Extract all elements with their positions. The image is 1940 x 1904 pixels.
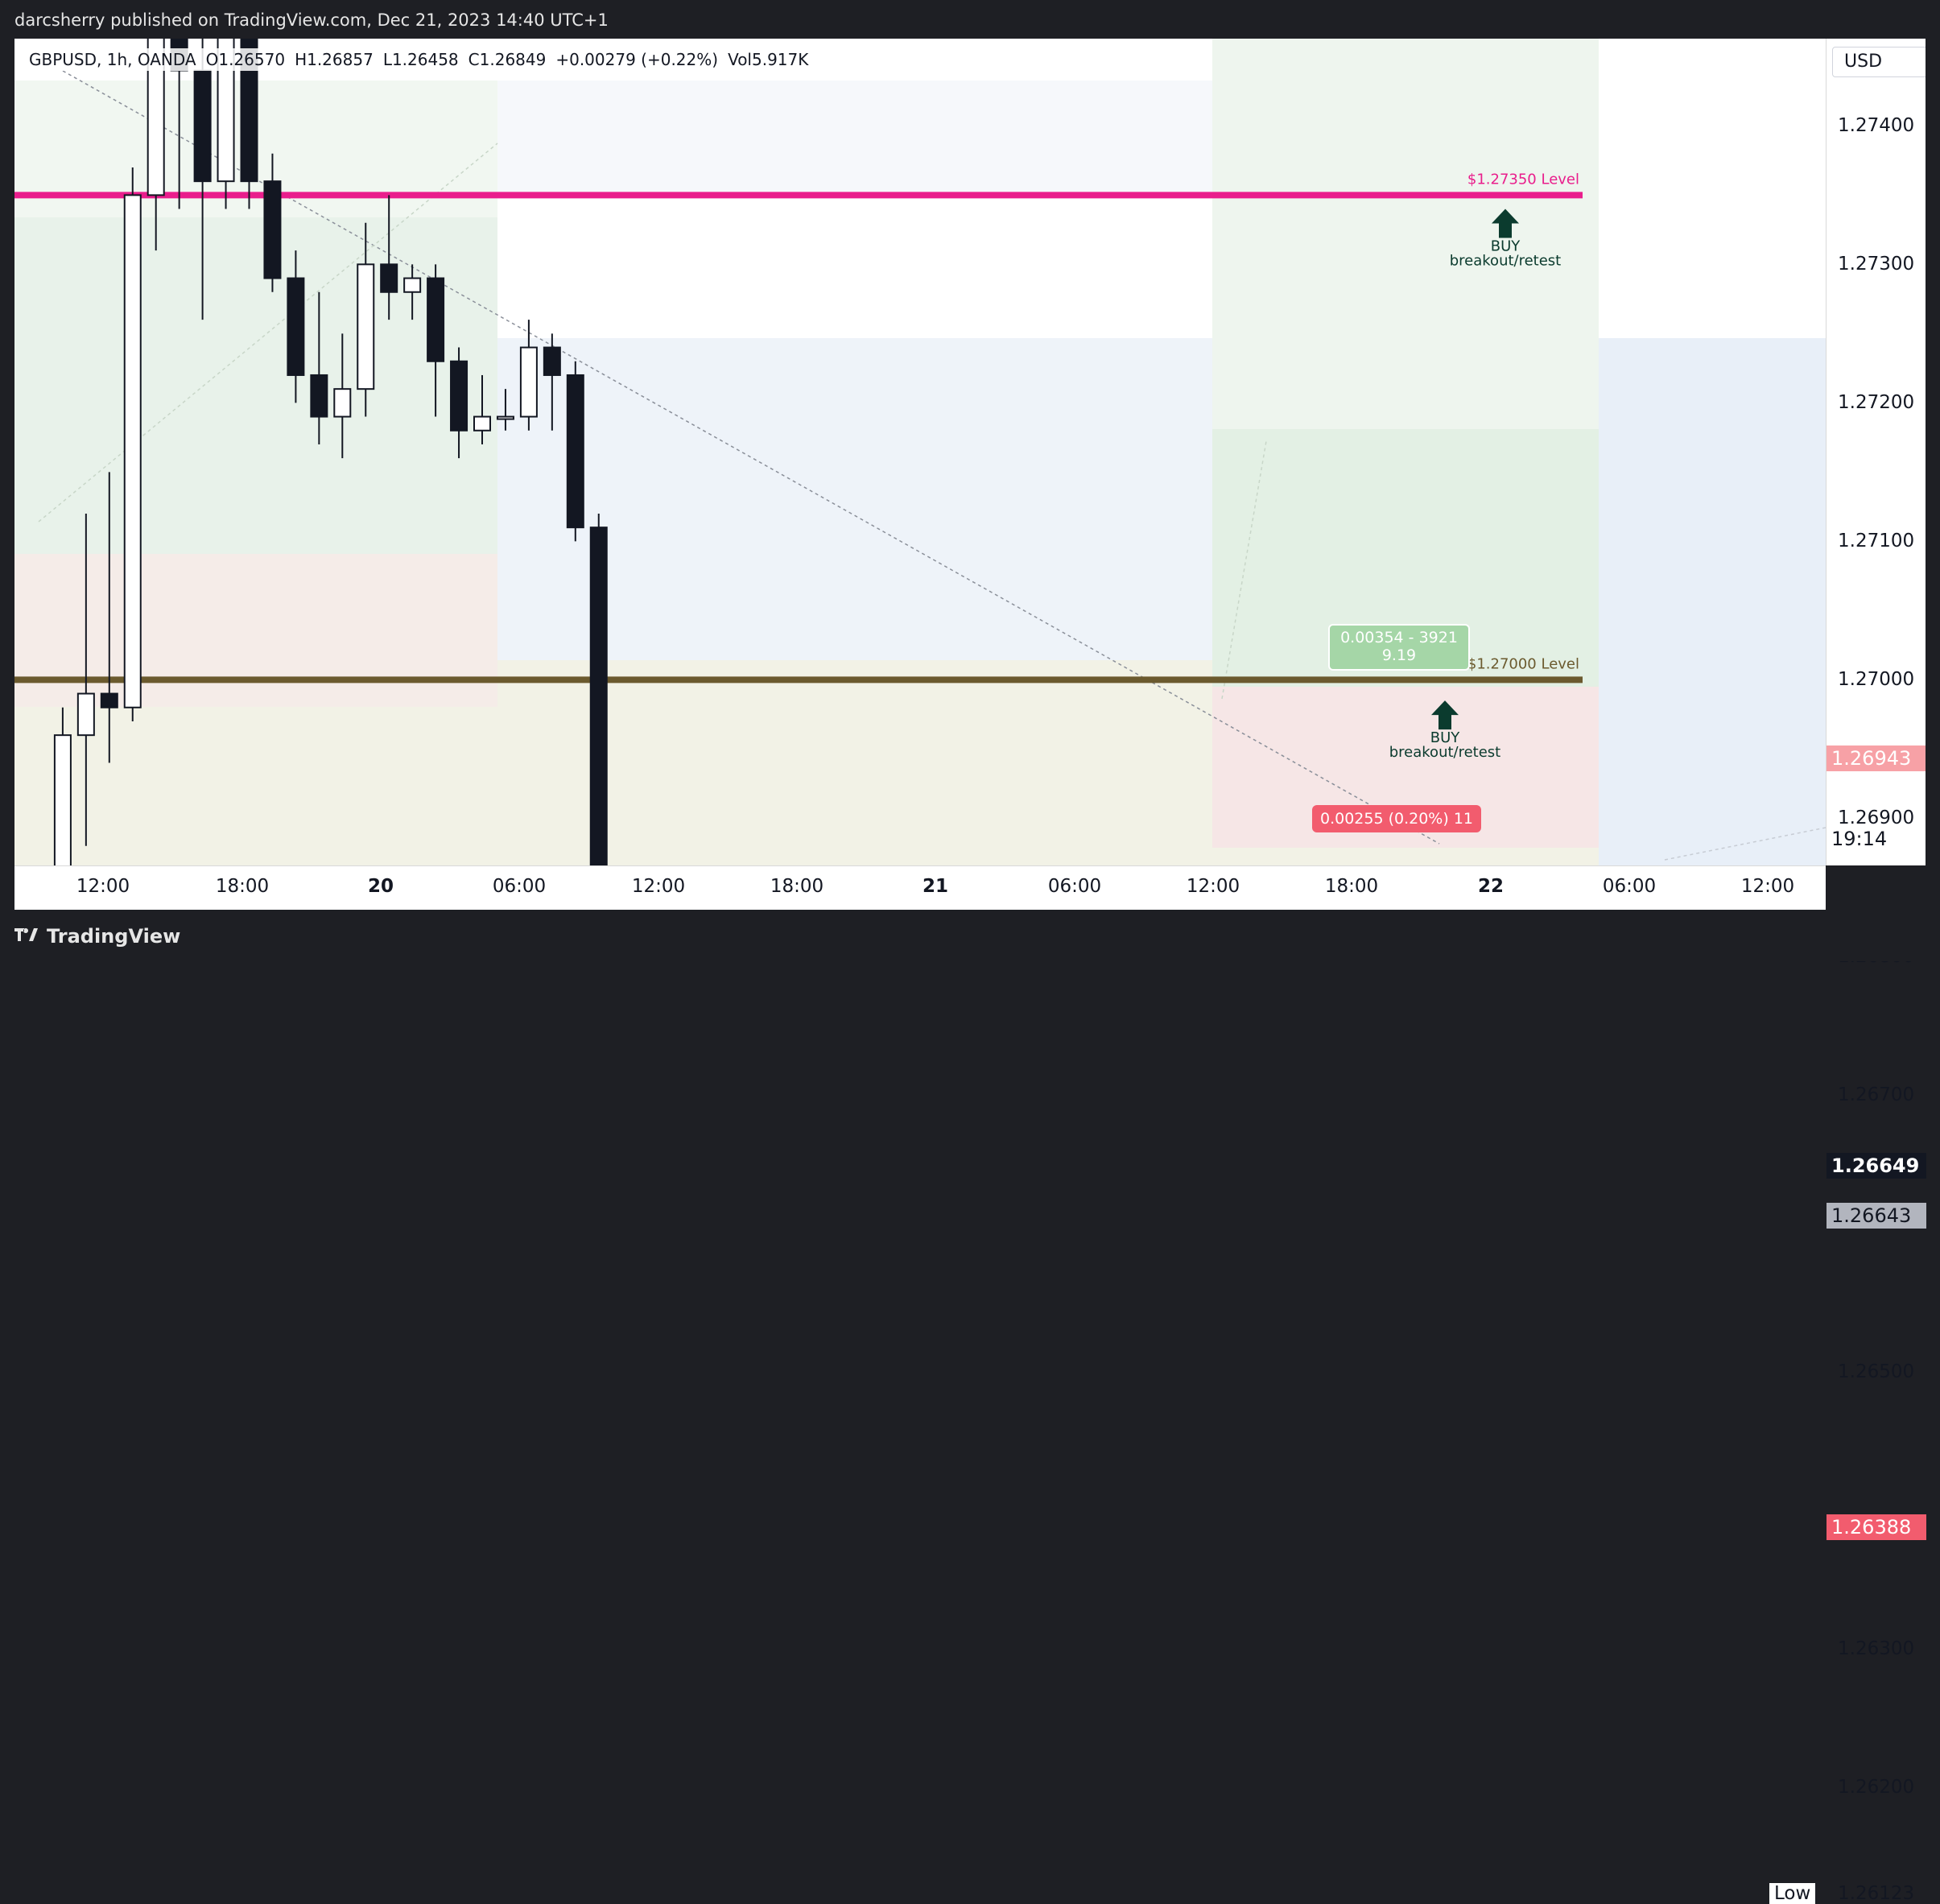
legend-change: +0.00279 (+0.22%) [555,50,719,69]
buy-subtitle: breakout/retest [1450,253,1562,270]
price-tick: 1.27400 [1838,115,1915,137]
publication-header: darcsherry published on TradingView.com,… [0,0,1940,39]
stop-measure-bubble[interactable]: 0.00255 (0.20%) 11 [1312,805,1481,832]
low-line [1664,827,1826,861]
candle[interactable] [403,277,422,293]
candle[interactable] [589,527,608,865]
time-tick: 18:00 [215,876,270,897]
right-gutter [1926,39,1940,948]
legend-volume: Vol5.917K [728,50,809,69]
time-tick: 18:00 [770,876,824,897]
zone-target-upper [1212,39,1599,429]
time-tick: 21 [922,876,949,897]
low-label: Low [1769,1882,1816,1904]
legend-symbol[interactable]: GBPUSD, 1h, OANDA [29,50,196,69]
price-tag-current: 1.26649 [1826,1153,1926,1179]
legend-low: L1.26458 [382,50,459,69]
candle[interactable] [333,388,352,418]
symbol-legend: GBPUSD, 1h, OANDA O1.26570 H1.26857 L1.2645… [24,48,823,71]
trend-line [62,70,1440,845]
time-tick: 12:00 [1186,876,1240,897]
zone-yellow-left [14,707,497,865]
buy-title: BUY [1491,238,1521,255]
time-tick: 06:00 [1602,876,1657,897]
candlestick-chart[interactable]: $1.27350 Level$1.27000 Level$1.26650 Lev… [14,39,1826,865]
legend-open: O1.26570 [205,50,286,69]
candle[interactable] [519,346,538,418]
candle[interactable] [473,415,491,432]
brand-name: TradingView [47,925,181,948]
time-tick: 22 [1477,876,1505,897]
low-value-tag: 1.26123 [1838,1882,1915,1904]
measure-line-2: 9.19 [1381,646,1417,664]
candle[interactable] [380,263,398,293]
price-axis[interactable]: 1.27400 1.27300 1.27200 1.27100 1.27000 1.269… [1826,39,1926,1904]
legend-high: H1.26857 [295,50,374,69]
tradingview-logo[interactable]: TradingView [14,925,180,948]
level-label: $1.27350 Level [1467,171,1579,188]
time-tick: 12:00 [1740,876,1795,897]
level-label: $1.27000 Level [1467,655,1579,672]
price-tag-red-level: 1.26388 [1826,1514,1926,1540]
time-tick: 06:00 [1047,876,1102,897]
time-tick: 06:00 [492,876,547,897]
candle[interactable] [566,374,584,529]
price-tag-countdown: 19:14 [1826,826,1926,853]
currency-button[interactable]: USD [1832,47,1929,77]
price-tick: 1.27000 [1838,669,1915,691]
candle[interactable] [76,692,95,737]
buy-arrow-icon[interactable] [1492,209,1519,238]
measure-line-1: 0.00354 - 3921 [1340,629,1458,646]
trend-line-projection [1221,440,1267,700]
zone-pink [14,554,497,707]
candle[interactable] [193,69,212,183]
zone-forward-blue [1599,338,1826,865]
candle[interactable] [357,263,375,390]
candle[interactable] [310,374,328,418]
legend-close: C1.26849 [468,50,547,69]
candle[interactable] [123,194,142,708]
buy-arrow-icon[interactable] [1431,700,1459,730]
time-tick: 20 [367,876,394,897]
tradingview-logo-icon [14,925,42,948]
time-tick: 12:00 [76,876,130,897]
price-tick: 1.27100 [1838,531,1915,552]
price-tick: 1.26200 [1838,1777,1915,1799]
candle[interactable] [100,692,118,708]
time-tick: 12:00 [631,876,686,897]
candle[interactable] [496,415,514,420]
price-tick: 1.26300 [1838,1638,1915,1660]
candle[interactable] [543,346,561,376]
candle[interactable] [147,39,165,196]
candle[interactable] [427,277,445,362]
price-tag-ask: 1.26943 [1826,745,1926,772]
price-tick: 1.26500 [1838,1361,1915,1383]
zone-green-lower [14,217,497,596]
chart-pane[interactable]: $1.27350 Level$1.27000 Level$1.26650 Lev… [14,39,1826,865]
candle[interactable] [53,734,72,865]
price-tick: 1.27200 [1838,392,1915,414]
time-tick: 18:00 [1324,876,1379,897]
buy-title: BUY [1430,729,1461,746]
buy-subtitle: breakout/retest [1389,744,1501,761]
price-tag-bid: 1.26643 [1826,1203,1926,1229]
price-tick: 1.26700 [1838,1084,1915,1106]
trend-line-left [38,142,498,522]
candle[interactable] [240,39,258,183]
candle[interactable] [263,180,282,279]
range-measure-bubble[interactable]: 0.00354 - 3921 9.19 [1328,624,1470,671]
time-axis[interactable]: 12:00 18:00 20 06:00 12:00 18:00 21 06:00 12:00 1… [14,865,1826,911]
candle[interactable] [450,360,468,432]
left-gutter [0,39,14,910]
price-tick: 1.26900 [1838,807,1915,829]
candle[interactable] [217,39,235,183]
published-info: darcsherry published on TradingView.com,… [14,10,609,30]
candle[interactable] [287,277,305,376]
footer-bar [0,910,1940,961]
price-tick: 1.27300 [1838,254,1915,275]
